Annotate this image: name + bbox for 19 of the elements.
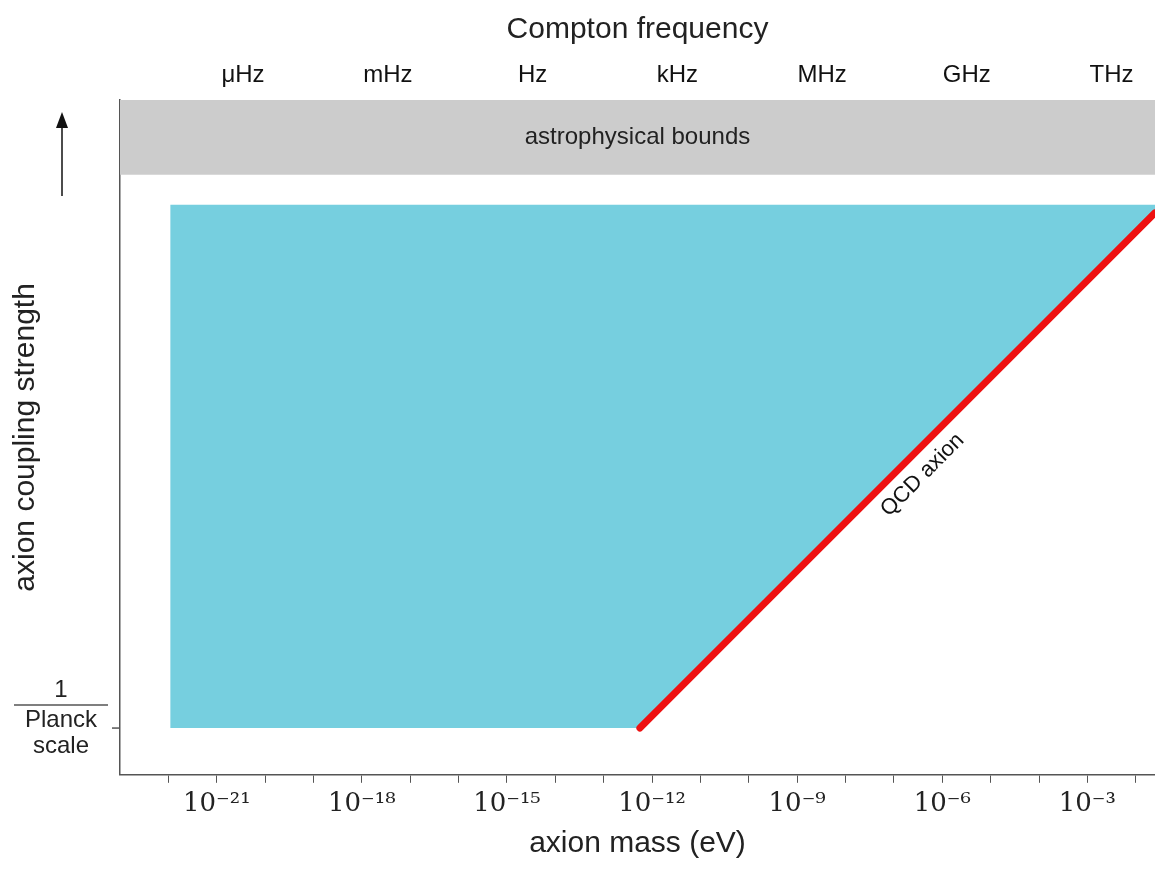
ref-line-label: 1 Planck scale xyxy=(24,674,99,758)
text: kHz xyxy=(656,60,698,87)
x-tick-label: 10⁻¹⁵ xyxy=(473,787,541,818)
x-tick-label: 10⁻¹⁸ xyxy=(328,787,396,818)
text: MHz xyxy=(797,60,847,87)
text: μHz xyxy=(221,60,265,87)
x-tick-label: 10⁻⁶ xyxy=(913,787,971,818)
y-axis-title: axion coupling strength xyxy=(7,283,41,592)
x-tick-label: 10⁻²¹ xyxy=(182,787,251,818)
text: THz xyxy=(1089,60,1134,87)
x2-axis-title: Compton frequency xyxy=(506,11,769,44)
x-tick-label: 10⁻⁹ xyxy=(768,787,826,818)
text: GHz xyxy=(942,60,991,87)
band-label: astrophysical bounds xyxy=(524,121,751,149)
x-tick-label: 10⁻¹² xyxy=(618,787,686,818)
x-axis-title: axion mass (eV) xyxy=(529,825,746,859)
x-tick-label: 10⁻³ xyxy=(1058,787,1116,818)
text: mHz xyxy=(363,60,413,87)
text: Hz xyxy=(517,60,548,87)
